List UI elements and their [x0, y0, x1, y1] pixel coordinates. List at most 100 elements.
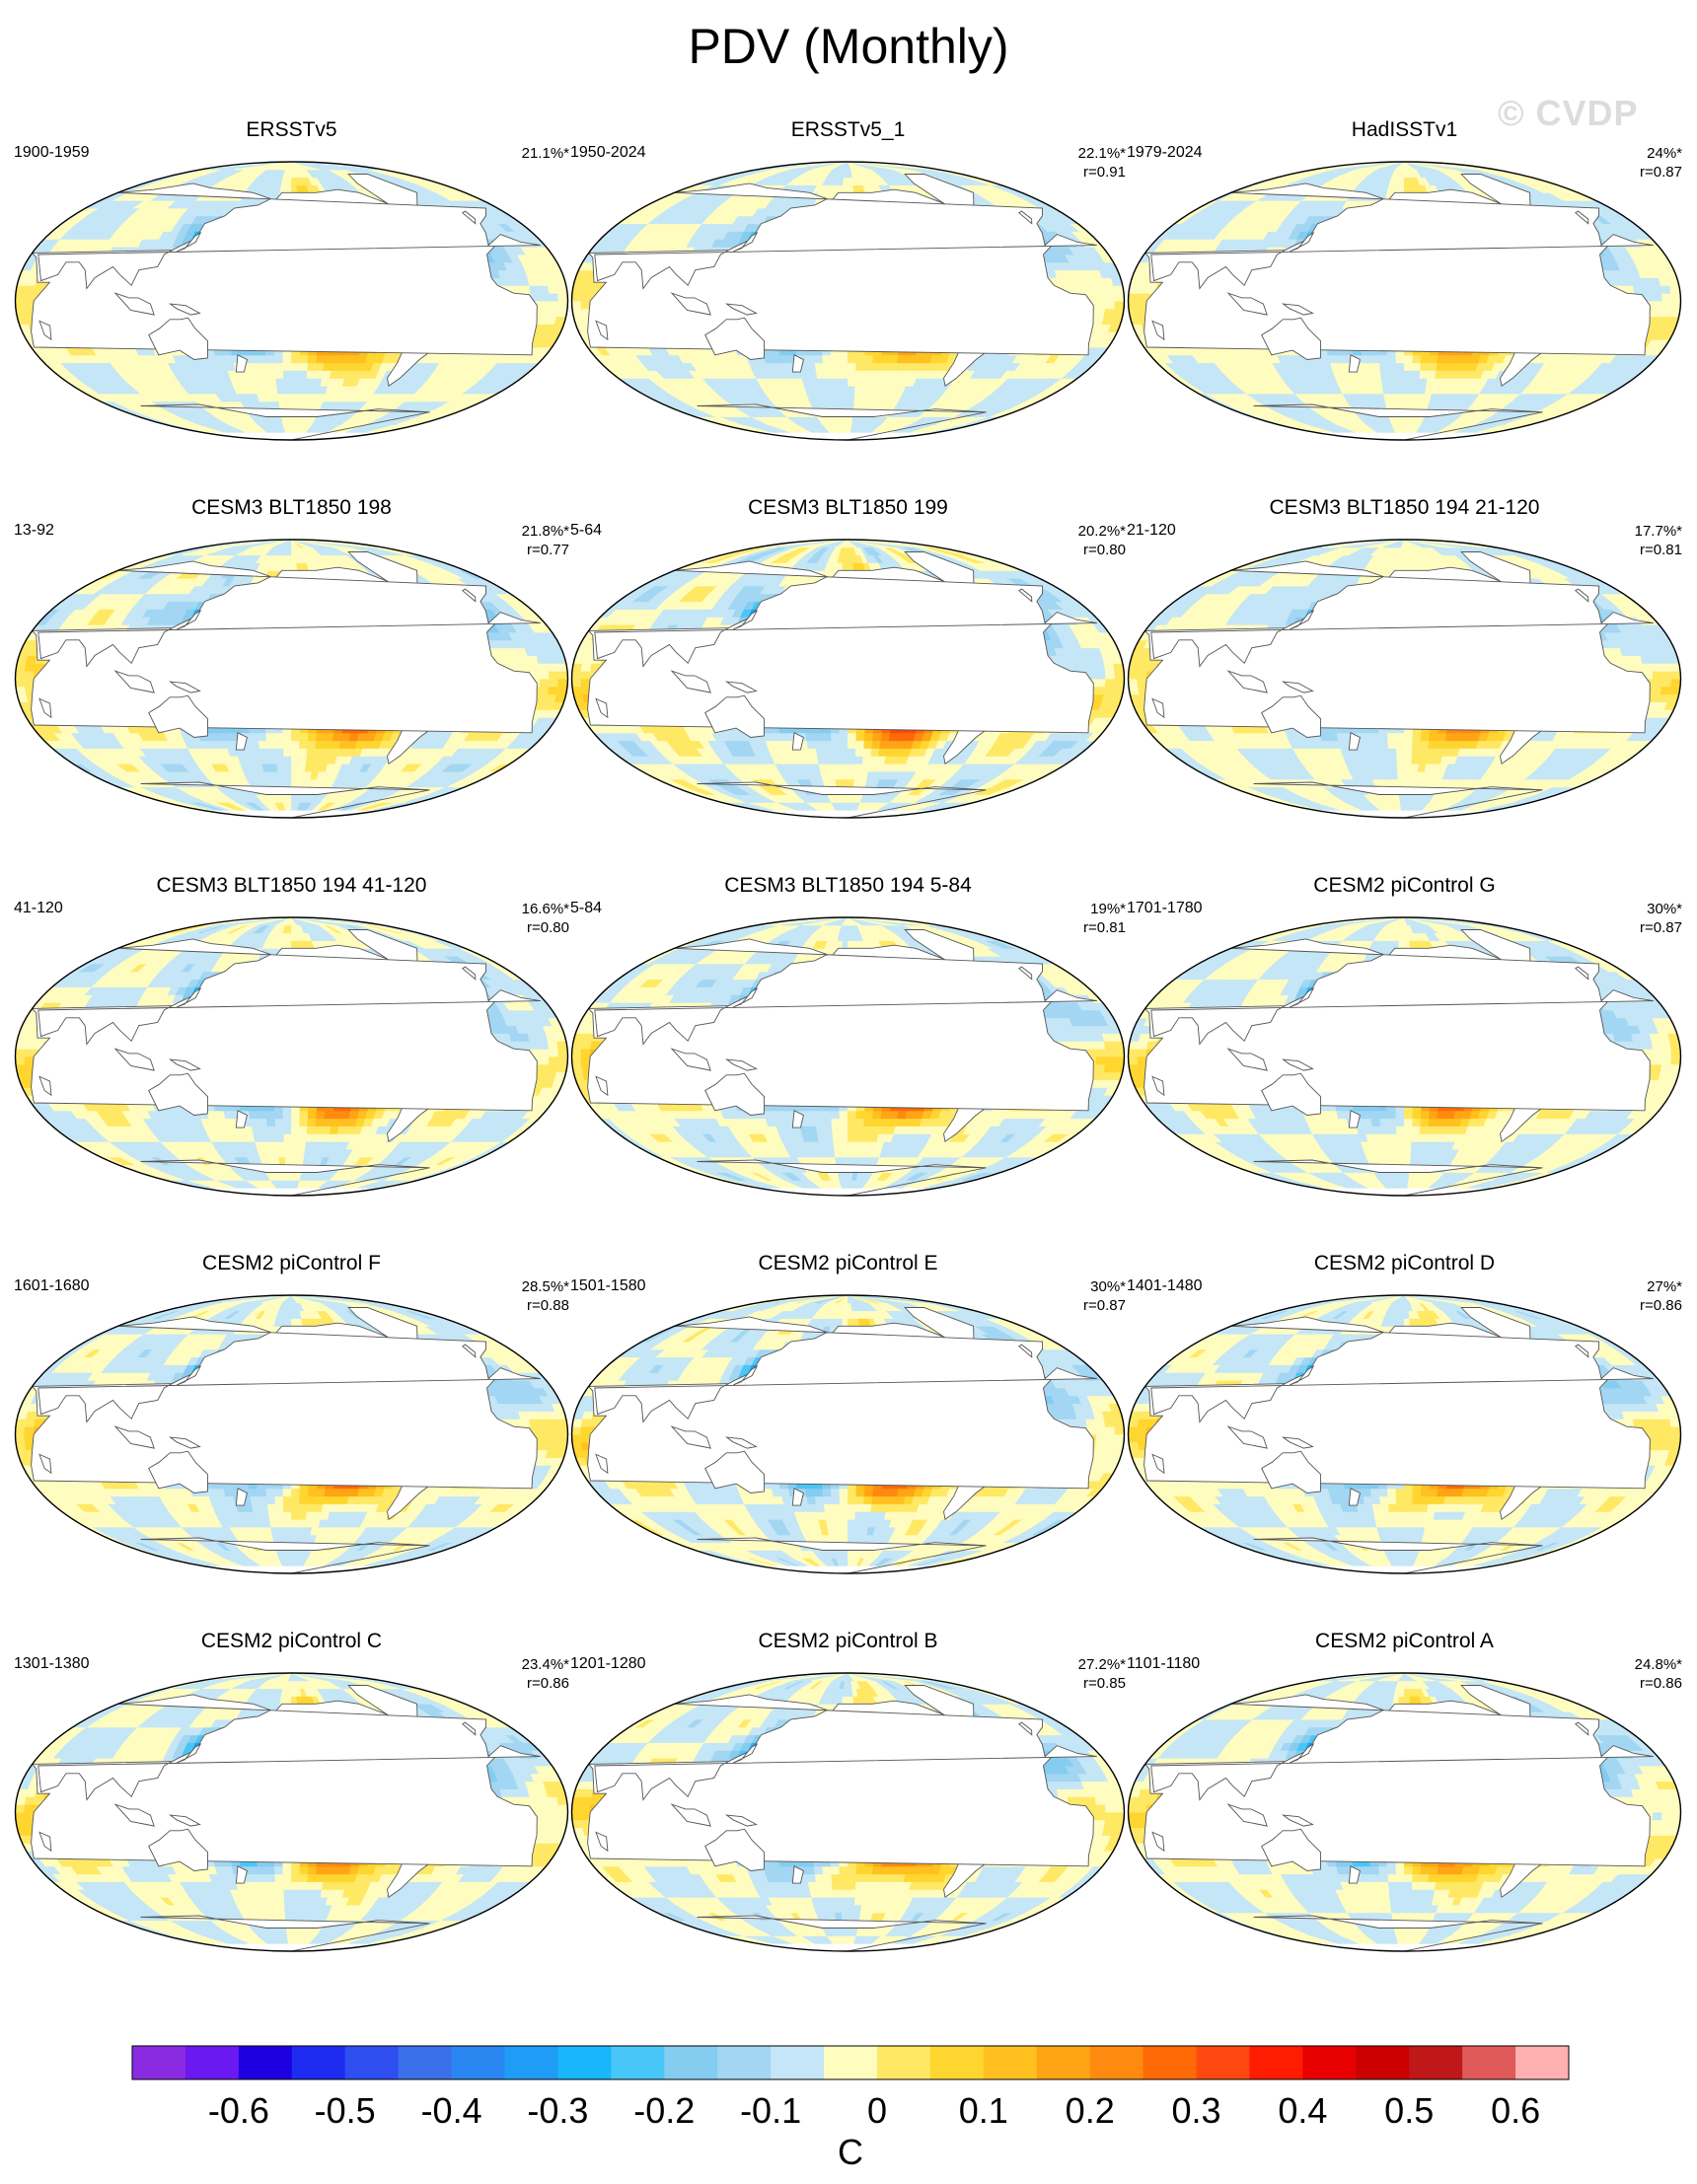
panel-variance-pct: 24%* [1640, 144, 1682, 163]
panel-pattern-correlation: r=0.80 [1078, 541, 1126, 559]
colorbar-swatch [717, 2046, 772, 2079]
map-panel: CESM2 piControl B 1201-1280 27.2%* r=0.85 [568, 1630, 1128, 2009]
panel-period: 1101-1180 [1127, 1655, 1200, 1673]
panel-title: CESM3 BLT1850 194 41-120 [12, 874, 571, 898]
panel-variance-pct: 21.8%* [522, 522, 569, 541]
panel-stats: 30%* r=0.87 [1083, 1277, 1126, 1315]
panel-title: HadISSTv1 [1125, 118, 1684, 142]
sst-regression-map [14, 1672, 569, 1952]
panel-title: ERSSTv5 [12, 118, 571, 142]
sst-regression-map [570, 916, 1126, 1197]
panel-variance-pct: 30%* [1640, 900, 1682, 918]
sst-regression-map [1127, 161, 1682, 441]
map-panel: CESM2 piControl A 1101-1180 24.8%* r=0.86 [1125, 1630, 1684, 2009]
colorbar-tick-label: -0.5 [315, 2090, 376, 2131]
panel-period: 5-84 [570, 900, 602, 917]
panel-period: 21-120 [1127, 522, 1176, 540]
map-panel: ERSSTv5 1900-1959 21.1%* [12, 118, 571, 498]
colorbar-swatch [291, 2046, 346, 2079]
panel-stats: 27%* r=0.86 [1640, 1277, 1682, 1315]
panel-stats: 17.7%* r=0.81 [1635, 522, 1682, 559]
panel-stats: 16.6%* r=0.80 [522, 900, 569, 937]
sst-regression-map [14, 539, 569, 819]
colorbar-swatch [1356, 2046, 1410, 2079]
colorbar-swatch [824, 2046, 878, 2079]
panel-pattern-correlation: r=0.80 [522, 918, 569, 937]
sst-regression-map [14, 916, 569, 1197]
panel-period: 1979-2024 [1127, 144, 1203, 162]
panel-title: CESM2 piControl C [12, 1630, 571, 1653]
colorbar-tick-label: 0.1 [959, 2090, 1008, 2131]
map-panel: CESM2 piControl C 1301-1380 23.4%* r=0.86 [12, 1630, 571, 2009]
panel-pattern-correlation: r=0.91 [1078, 163, 1126, 182]
panel-stats: 24.8%* r=0.86 [1635, 1655, 1682, 1693]
colorbar-swatch [1143, 2046, 1197, 2079]
panel-title: CESM2 piControl E [568, 1252, 1128, 1275]
colorbar-swatch [1515, 2046, 1570, 2079]
figure-title: PDV (Monthly) [0, 18, 1697, 75]
panel-stats: 30%* r=0.87 [1640, 900, 1682, 937]
panel-stats: 23.4%* r=0.86 [522, 1655, 569, 1693]
panel-title: CESM3 BLT1850 198 [12, 496, 571, 520]
panel-period: 1950-2024 [570, 144, 646, 162]
panel-stats: 27.2%* r=0.85 [1078, 1655, 1126, 1693]
panel-pattern-correlation: r=0.85 [1078, 1674, 1126, 1693]
colorbar-tick-label: -0.6 [208, 2090, 269, 2131]
panel-period: 1601-1680 [14, 1277, 90, 1295]
map-panel: CESM3 BLT1850 194 5-84 5-84 19%* r=0.81 [568, 874, 1128, 1254]
panel-pattern-correlation: r=0.86 [522, 1674, 569, 1693]
sst-regression-map [1127, 539, 1682, 819]
colorbar-swatch [1036, 2046, 1091, 2079]
sst-regression-map [14, 1294, 569, 1574]
colorbar-tick-label: 0 [867, 2090, 887, 2131]
colorbar-tick-label: 0.2 [1066, 2090, 1115, 2131]
panel-period: 1301-1380 [14, 1655, 90, 1673]
panel-pattern-correlation: r=0.88 [522, 1296, 569, 1315]
panel-pattern-correlation: r=0.86 [1640, 1296, 1682, 1315]
colorbar-swatch [557, 2046, 612, 2079]
panel-variance-pct: 27.2%* [1078, 1655, 1126, 1674]
sst-regression-map [1127, 1672, 1682, 1952]
panel-title: CESM3 BLT1850 194 21-120 [1125, 496, 1684, 520]
panel-stats: 24%* r=0.87 [1640, 144, 1682, 182]
map-panel: CESM2 piControl D 1401-1480 27%* r=0.86 [1125, 1252, 1684, 1632]
panel-stats: 21.8%* r=0.77 [522, 522, 569, 559]
colorbar-tick-label: 0.5 [1384, 2090, 1434, 2131]
colorbar-swatch [1249, 2046, 1303, 2079]
colorbar-tick-label: -0.3 [527, 2090, 588, 2131]
sst-regression-map [1127, 1294, 1682, 1574]
sst-regression-map [570, 161, 1126, 441]
panel-variance-pct: 23.4%* [522, 1655, 569, 1674]
panel-period: 1501-1580 [570, 1277, 646, 1295]
colorbar-tick-label: -0.4 [421, 2090, 482, 2131]
panel-period: 1701-1780 [1127, 900, 1203, 917]
colorbar-swatch [451, 2046, 505, 2079]
panel-title: CESM2 piControl F [12, 1252, 571, 1275]
panel-variance-pct: 20.2%* [1078, 522, 1126, 541]
colorbar-swatch [611, 2046, 665, 2079]
colorbar-swatch [238, 2046, 293, 2079]
panel-variance-pct: 30%* [1083, 1277, 1126, 1296]
panel-title: CESM2 piControl A [1125, 1630, 1684, 1653]
sst-regression-map [1127, 916, 1682, 1197]
map-panel: ERSSTv5_1 1950-2024 22.1%* r=0.91 [568, 118, 1128, 498]
sst-regression-map [570, 1672, 1126, 1952]
colorbar-tick-label: 0.3 [1171, 2090, 1220, 2131]
panel-pattern-correlation: r=0.87 [1640, 918, 1682, 937]
colorbar-swatch [1409, 2046, 1463, 2079]
colorbar-swatch [398, 2046, 452, 2079]
cvdp-watermark: © CVDP [1498, 93, 1639, 134]
panel-title: CESM2 piControl B [568, 1630, 1128, 1653]
panel-title: CESM2 piControl G [1125, 874, 1684, 898]
panel-variance-pct: 19%* [1083, 900, 1126, 918]
panel-period: 13-92 [14, 522, 54, 540]
panel-pattern-correlation: r=0.77 [522, 541, 569, 559]
panel-period: 1401-1480 [1127, 1277, 1203, 1295]
panel-title: CESM2 piControl D [1125, 1252, 1684, 1275]
colorbar-tick-label: 0.6 [1491, 2090, 1540, 2131]
panel-stats: 28.5%* r=0.88 [522, 1277, 569, 1315]
map-panel: CESM3 BLT1850 194 21-120 21-120 17.7%* r=0.… [1125, 496, 1684, 876]
map-panel: CESM3 BLT1850 194 41-120 41-120 16.6%* r=0.… [12, 874, 571, 1254]
panel-pattern-correlation: r=0.81 [1083, 918, 1126, 937]
colorbar-unit-label: C [838, 2132, 863, 2172]
